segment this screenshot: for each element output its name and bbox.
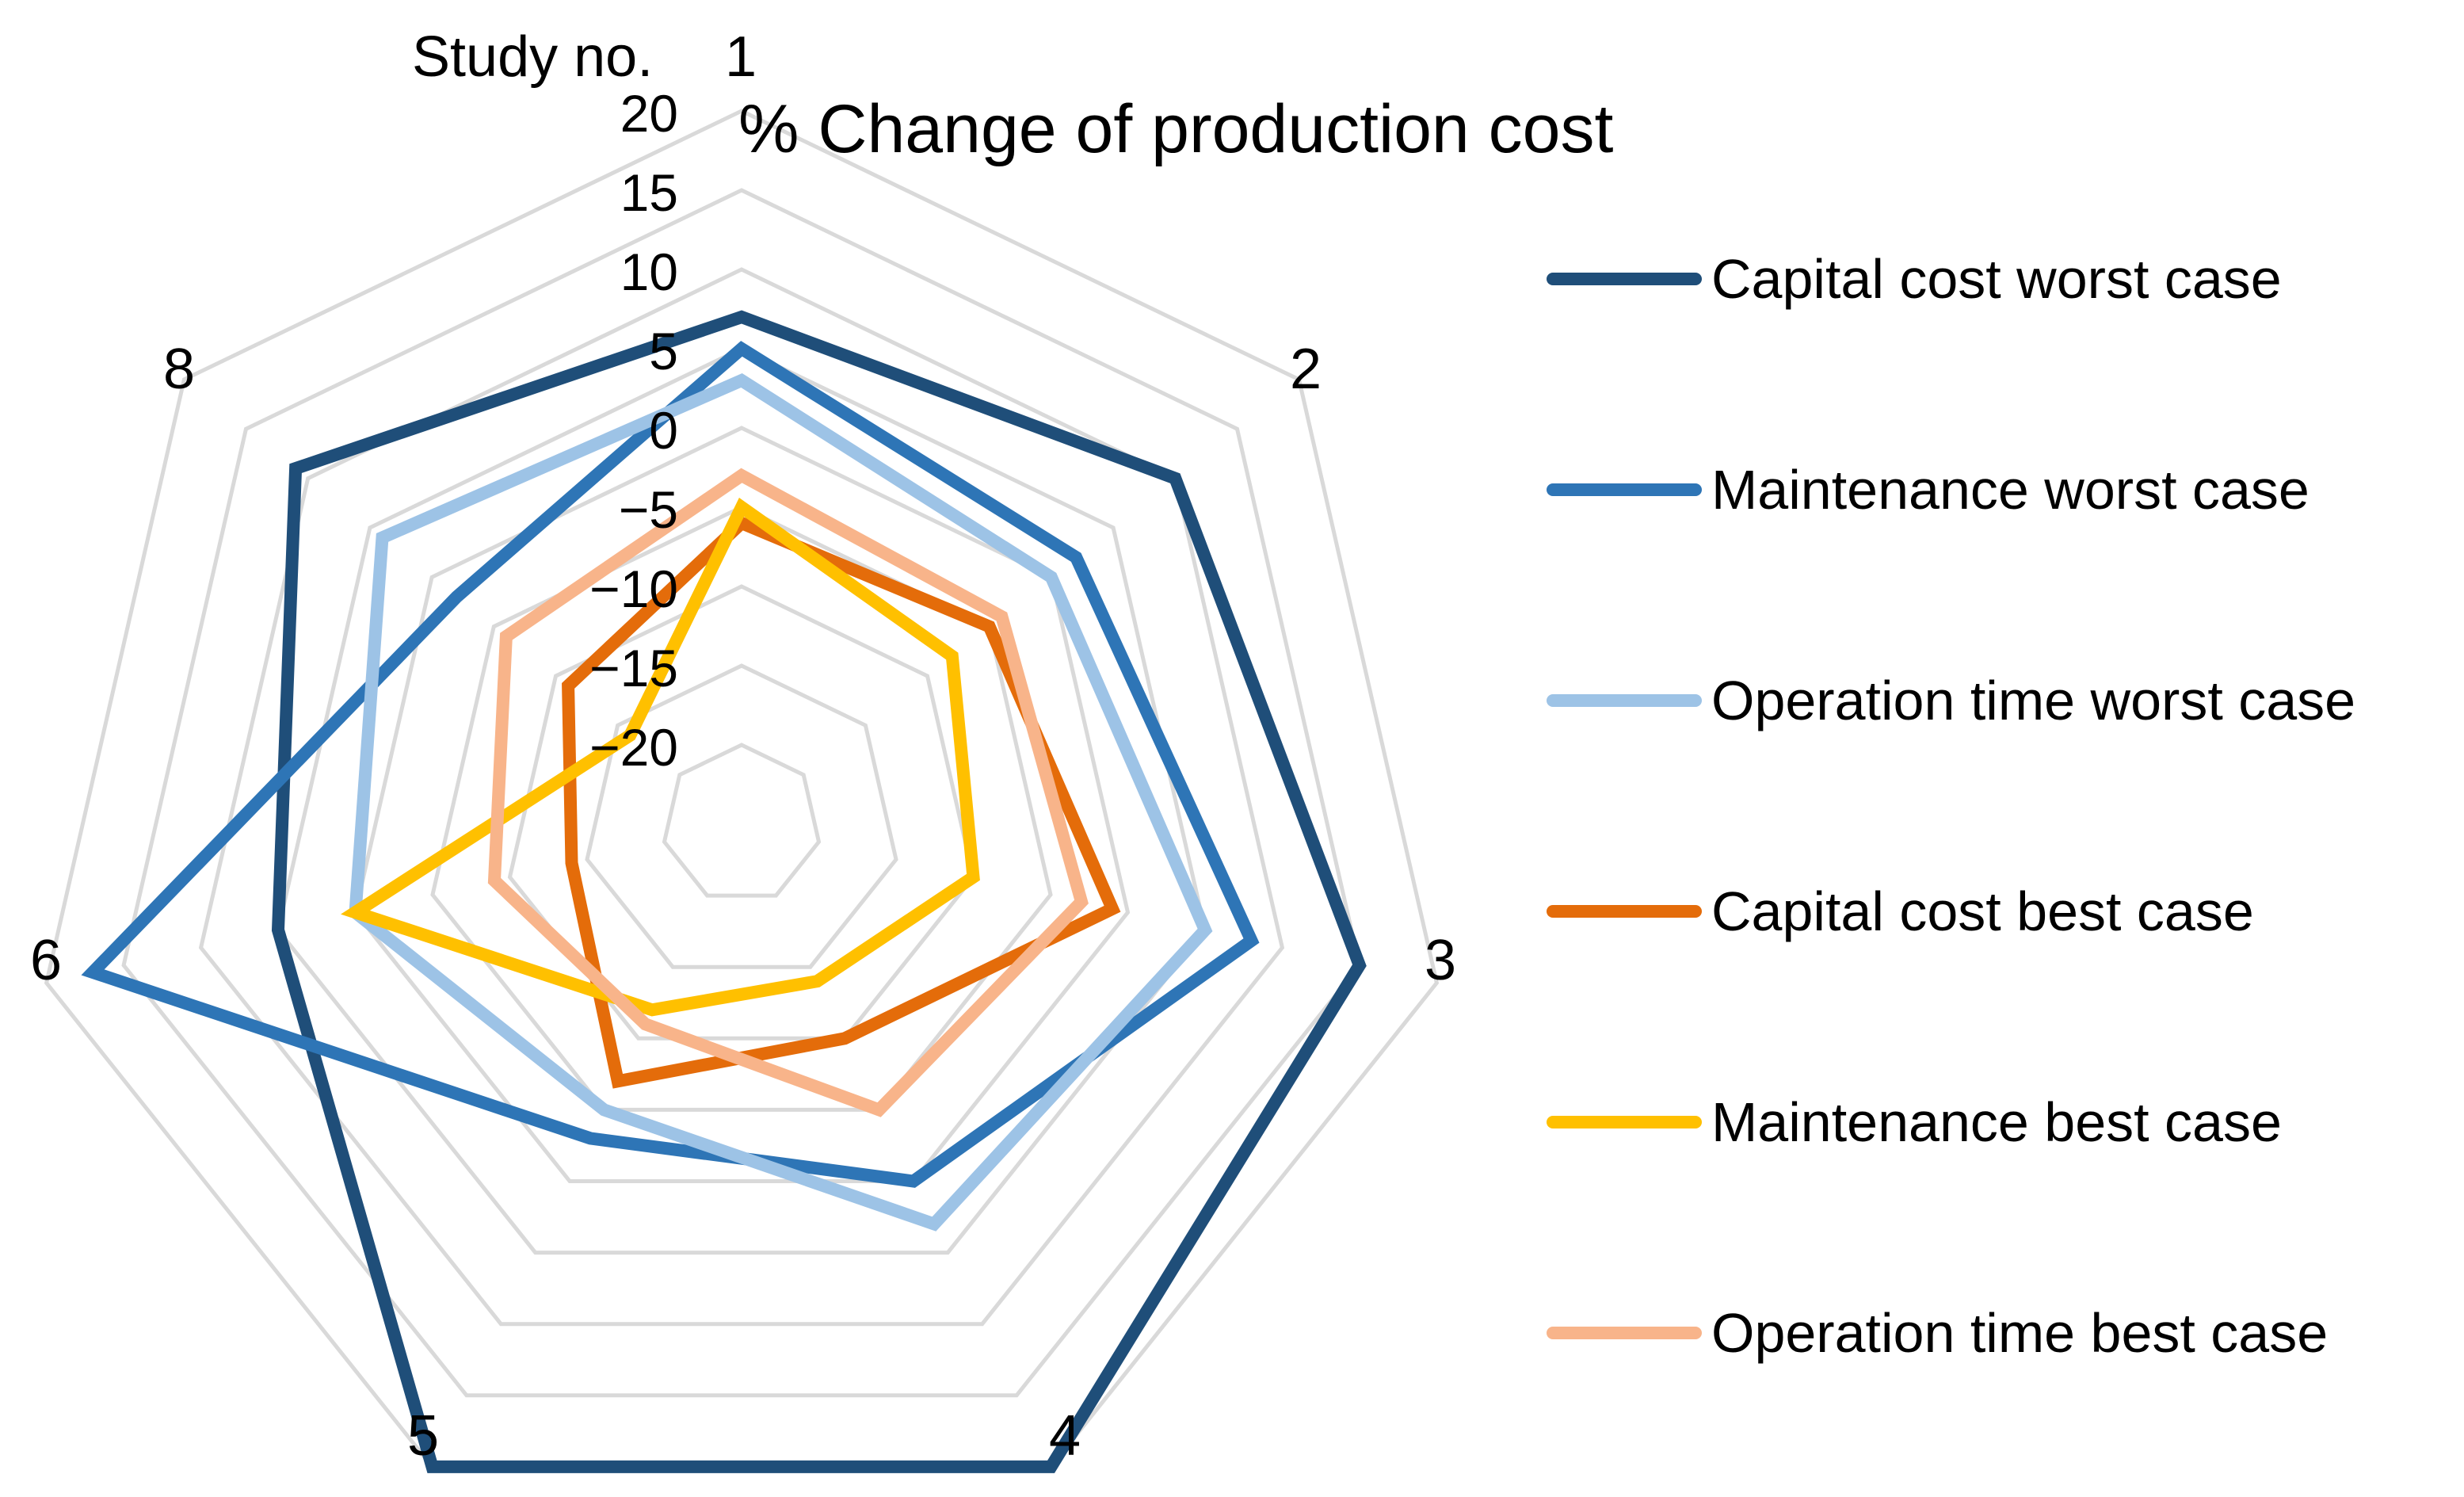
category-label: 2 xyxy=(1290,338,1322,401)
radial-tick-label: 10 xyxy=(620,242,678,301)
chart-title: % Change of production cost xyxy=(738,91,1613,167)
radial-tick-label: −20 xyxy=(589,718,678,777)
grid-ring-3 xyxy=(276,346,1207,1255)
legend-label: Operation time best case xyxy=(1711,1302,2328,1364)
radial-tick-label: −5 xyxy=(619,480,678,539)
category-label: 4 xyxy=(1049,1404,1081,1468)
legend-item-0: Capital cost worst case xyxy=(1547,248,2282,310)
grid-ring-8 xyxy=(662,743,822,898)
legend-item-3: Capital cost best case xyxy=(1547,880,2254,942)
category-layer: 1 2 3 4 5 6 8 xyxy=(30,25,1456,1468)
series-layer xyxy=(81,310,1367,1473)
legend-item-1: Maintenance worst case xyxy=(1547,459,2310,521)
grid-ring-7 xyxy=(585,663,898,969)
grid-ring-5 xyxy=(430,505,1053,1112)
radial-tick-label: 5 xyxy=(649,322,678,380)
category-label: 3 xyxy=(1425,929,1456,992)
radial-tick-label: 0 xyxy=(649,401,678,460)
radial-tick-label: 15 xyxy=(620,163,678,222)
grid-ring-4 xyxy=(353,426,1131,1183)
legend-label: Maintenance worst case xyxy=(1711,459,2310,521)
category-label: 5 xyxy=(407,1404,439,1468)
tick-layer: 20 15 10 5 0 −5 −10 −15 −20 xyxy=(589,84,678,777)
legend-item-4: Maintenance best case xyxy=(1547,1091,2282,1153)
grid-ring-6 xyxy=(507,584,976,1041)
series-line-0 xyxy=(271,310,1367,1473)
radial-tick-label: −15 xyxy=(589,639,678,697)
category-label: 8 xyxy=(163,338,195,401)
legend-item-2: Operation time worst case xyxy=(1547,670,2355,731)
series-line-2 xyxy=(349,372,1213,1232)
radial-tick-label: −10 xyxy=(589,559,678,618)
radial-tick-label: 20 xyxy=(620,84,678,143)
legend-label: Capital cost worst case xyxy=(1711,248,2282,310)
grid-layer xyxy=(44,109,1440,1469)
category-label: 1 xyxy=(725,25,757,89)
series-line-5 xyxy=(487,468,1089,1117)
legend-label: Maintenance best case xyxy=(1711,1091,2282,1153)
axis-title: Study no. xyxy=(412,25,653,89)
legend-item-5: Operation time best case xyxy=(1547,1302,2328,1364)
grid-ring-1 xyxy=(121,188,1362,1398)
legend: Capital cost worst case Maintenance worst… xyxy=(1547,248,2355,1364)
series-line-4 xyxy=(341,498,980,1017)
legend-label: Operation time worst case xyxy=(1711,670,2355,731)
legend-label: Capital cost best case xyxy=(1711,880,2254,942)
category-label: 6 xyxy=(30,929,62,992)
